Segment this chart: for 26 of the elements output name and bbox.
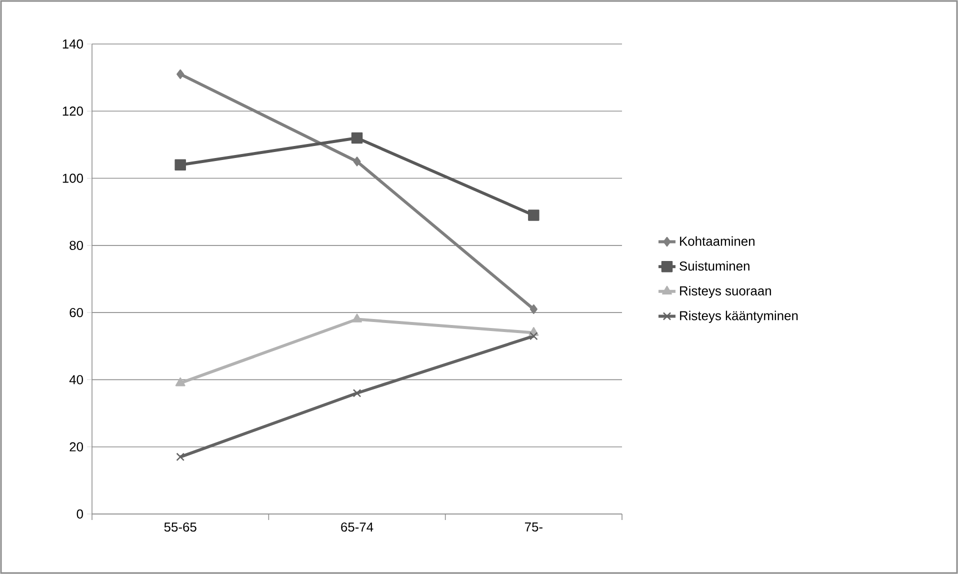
point bbox=[174, 159, 186, 170]
point bbox=[175, 377, 186, 386]
y-tick-label: 20 bbox=[70, 442, 84, 452]
y-tick-label: 40 bbox=[69, 375, 84, 384]
y-tick-label: 120 bbox=[62, 106, 84, 116]
x-tick-label: 55-65 bbox=[164, 522, 196, 532]
point bbox=[353, 156, 361, 166]
point bbox=[528, 210, 540, 221]
point bbox=[352, 314, 362, 322]
point bbox=[176, 452, 185, 462]
x-tick-label: 75- bbox=[524, 522, 542, 532]
point bbox=[530, 304, 538, 314]
y-tick-label: 0 bbox=[76, 509, 84, 519]
y-tick-label: 100 bbox=[62, 174, 84, 183]
point bbox=[530, 332, 538, 340]
x-tick-label: 65-74 bbox=[341, 522, 374, 532]
point bbox=[352, 388, 362, 398]
legend-label: Kohtaaminen bbox=[680, 236, 754, 246]
legend-label: Risteys kääntyminen bbox=[680, 310, 798, 323]
point bbox=[176, 69, 184, 80]
y-tick-label: 80 bbox=[70, 240, 84, 250]
y-tick-label: 140 bbox=[62, 39, 84, 49]
legend-label: Risteys suoraan bbox=[680, 286, 771, 298]
y-tick-label: 60 bbox=[70, 308, 84, 318]
point bbox=[351, 132, 363, 144]
legend-label: Suistuminen bbox=[680, 261, 750, 271]
